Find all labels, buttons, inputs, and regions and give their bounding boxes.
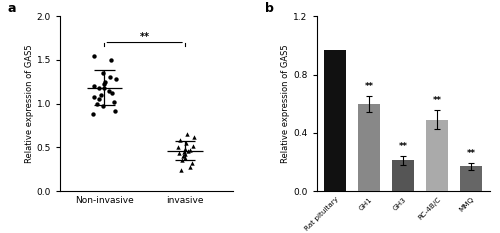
Point xyxy=(176,151,184,154)
Point xyxy=(90,95,98,99)
Point xyxy=(95,97,103,101)
Point xyxy=(100,86,108,90)
Text: b: b xyxy=(264,2,274,15)
Point xyxy=(106,75,114,79)
Point xyxy=(99,71,107,75)
Point xyxy=(89,112,97,116)
Bar xyxy=(358,104,380,191)
Bar xyxy=(426,120,448,191)
Point xyxy=(98,93,106,97)
Text: **: ** xyxy=(467,149,476,158)
Text: **: ** xyxy=(399,142,408,151)
Point xyxy=(110,100,118,104)
Point xyxy=(178,154,186,158)
Point xyxy=(90,54,98,58)
Point xyxy=(180,156,188,160)
Text: **: ** xyxy=(140,32,149,42)
Point xyxy=(186,165,194,168)
Point xyxy=(94,102,102,106)
Point xyxy=(182,141,190,145)
Point xyxy=(108,91,116,95)
Point xyxy=(189,144,197,147)
Point xyxy=(102,80,110,84)
Point xyxy=(181,152,189,156)
Y-axis label: Relative expression of GAS5: Relative expression of GAS5 xyxy=(25,44,34,163)
Bar xyxy=(392,161,414,191)
Y-axis label: Relative expression of GAS5: Relative expression of GAS5 xyxy=(282,44,290,163)
Bar xyxy=(324,50,346,191)
Point xyxy=(184,149,192,153)
Text: **: ** xyxy=(433,96,442,105)
Point xyxy=(174,145,182,149)
Point xyxy=(104,89,112,93)
Point xyxy=(111,109,119,113)
Point xyxy=(180,150,188,154)
Point xyxy=(95,86,103,90)
Point xyxy=(188,161,196,165)
Text: a: a xyxy=(8,2,16,15)
Bar xyxy=(460,166,482,191)
Point xyxy=(186,148,194,152)
Text: **: ** xyxy=(365,82,374,91)
Point xyxy=(100,82,108,86)
Point xyxy=(112,77,120,81)
Point xyxy=(182,147,190,151)
Point xyxy=(183,132,191,136)
Point xyxy=(178,168,186,172)
Point xyxy=(176,138,184,142)
Point xyxy=(90,84,98,88)
Point xyxy=(178,159,186,162)
Point xyxy=(190,135,198,139)
Point xyxy=(107,58,115,62)
Point xyxy=(99,104,107,108)
